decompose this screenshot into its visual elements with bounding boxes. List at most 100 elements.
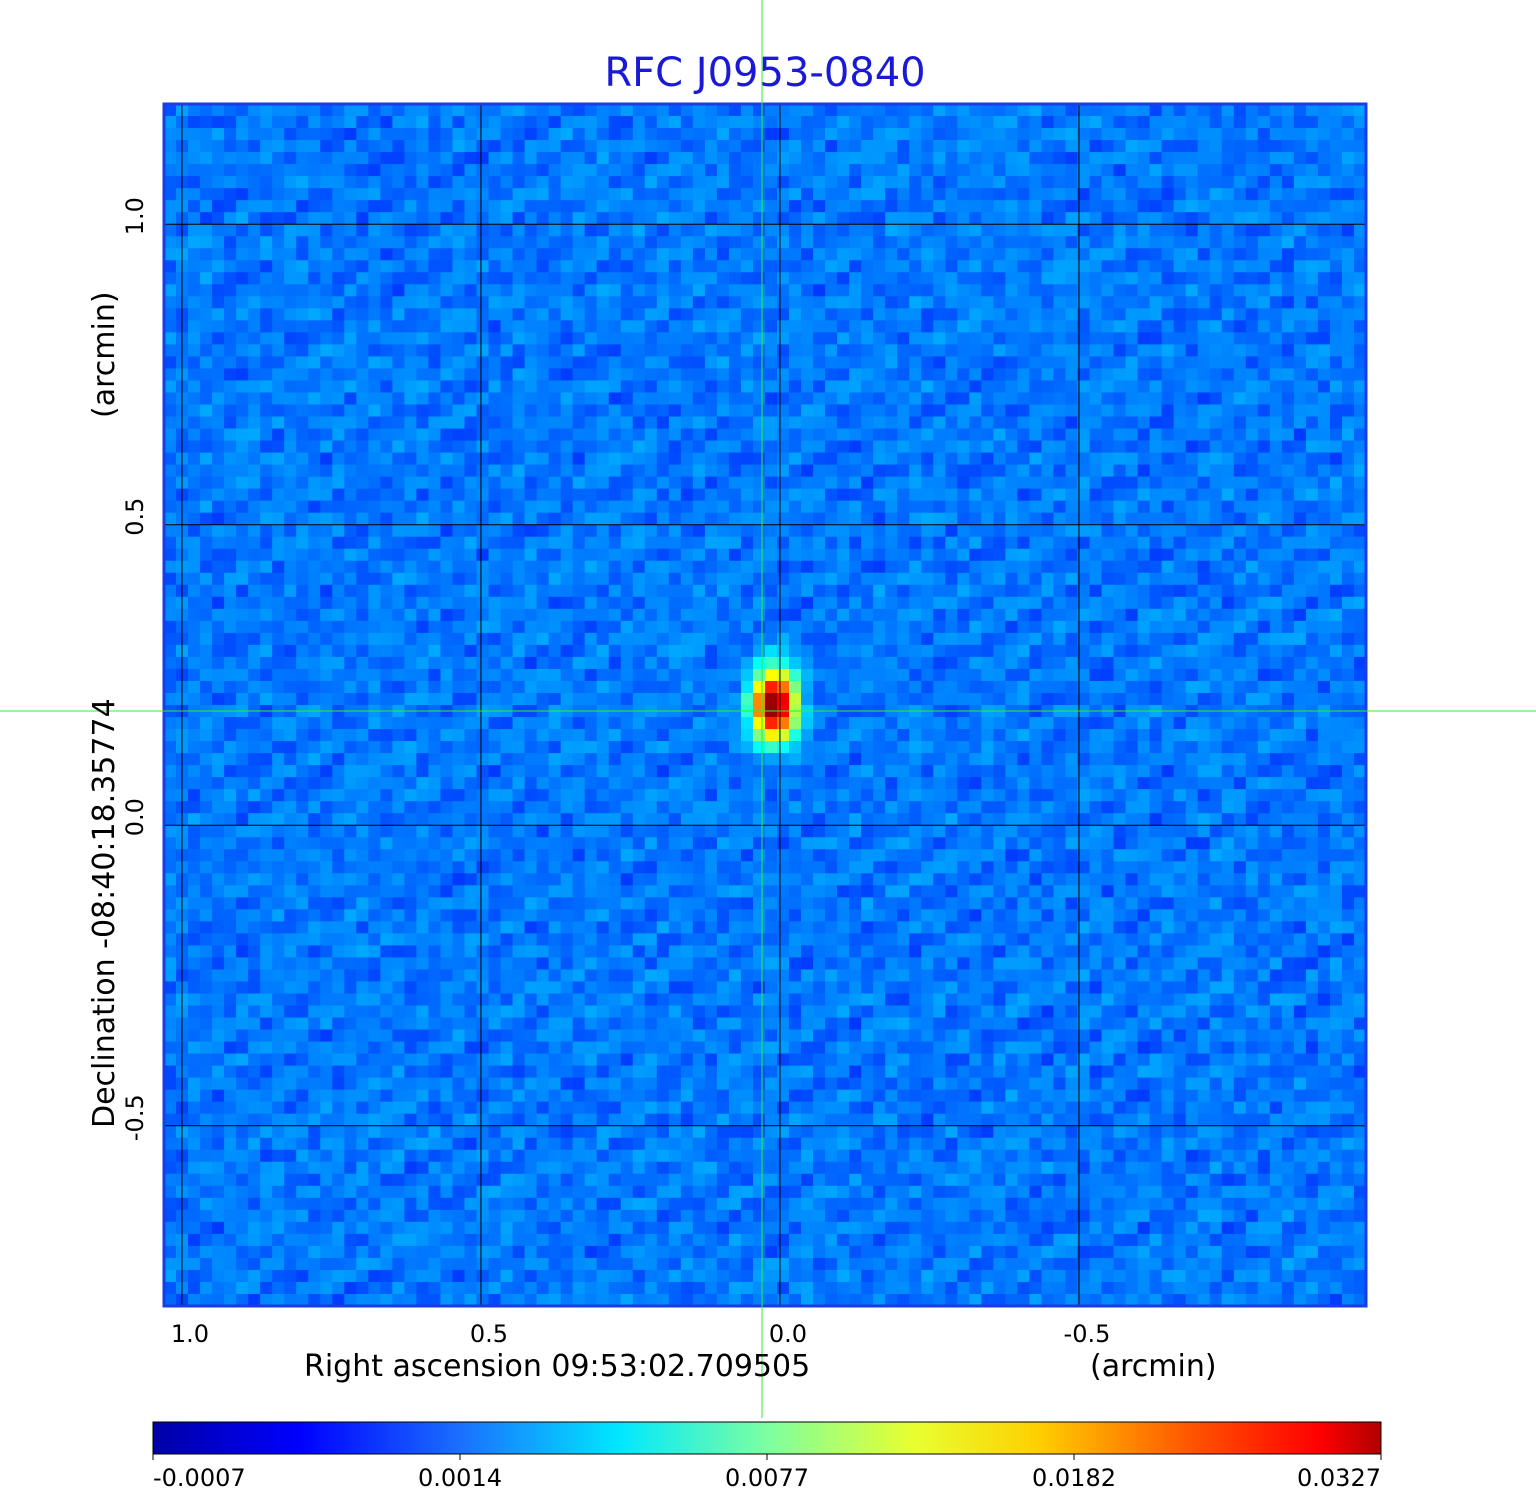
image-pixel [752,140,766,153]
image-pixel [320,260,333,273]
image-pixel [164,392,177,406]
image-pixel [752,500,766,514]
image-pixel [1221,236,1235,249]
image-pixel [476,284,490,297]
image-pixel [296,560,309,574]
image-pixel [380,632,393,646]
image-pixel [1017,200,1031,213]
image-pixel [248,608,261,622]
image-pixel [1269,188,1283,201]
image-pixel [680,128,694,141]
image-pixel [1317,104,1331,117]
image-pixel [668,464,682,478]
image-pixel [548,656,562,670]
image-pixel [356,200,369,213]
image-pixel [260,548,273,562]
image-pixel [188,128,201,141]
image-pixel [1293,380,1307,394]
image-pixel [308,404,321,418]
image-pixel [404,404,418,418]
image-pixel [909,212,922,225]
image-pixel [777,692,790,706]
image-pixel [620,212,634,225]
image-pixel [680,572,694,586]
image-pixel [1221,512,1235,526]
image-pixel [596,668,610,682]
image-pixel [1173,500,1187,514]
image-pixel [837,188,850,201]
image-pixel [897,668,910,682]
image-pixel [284,476,297,490]
image-pixel [1137,188,1151,201]
image-pixel [789,440,802,454]
image-pixel [536,260,550,273]
image-pixel [885,476,898,490]
image-pixel [308,380,321,394]
image-pixel [1161,608,1175,622]
image-pixel [1269,284,1283,297]
image-pixel [284,488,297,502]
image-pixel [1317,272,1331,285]
image-pixel [632,584,646,598]
image-pixel [885,440,898,454]
image-pixel [873,620,886,634]
image-pixel [969,164,982,177]
image-pixel [885,176,898,189]
image-pixel [608,560,622,574]
image-pixel [897,488,910,502]
image-pixel [825,164,838,177]
image-pixel [620,248,634,261]
image-pixel [308,512,321,526]
image-pixel [849,632,862,646]
image-pixel [1209,404,1223,418]
image-pixel [188,416,201,430]
image-pixel [260,164,273,177]
image-pixel [260,584,273,598]
image-pixel [524,584,538,598]
image-pixel [428,344,442,358]
image-pixel [837,368,850,382]
image-pixel [320,248,333,261]
image-pixel [260,212,273,225]
image-pixel [212,176,225,189]
image-pixel [897,284,910,297]
image-pixel [704,476,718,490]
image-pixel [632,380,646,394]
image-pixel [272,116,285,129]
image-pixel [392,128,405,141]
image-pixel [536,128,550,141]
image-pixel [668,560,682,574]
image-pixel [704,152,718,165]
image-pixel [728,260,742,273]
image-pixel [512,620,526,634]
image-pixel [1077,224,1091,237]
image-pixel [296,536,309,550]
image-pixel [933,608,946,622]
image-pixel [1329,656,1343,670]
image-pixel [813,644,826,658]
image-pixel [476,332,490,345]
image-pixel [969,656,982,670]
image-pixel [813,380,826,394]
image-pixel [1041,260,1055,273]
image-pixel [1257,392,1271,406]
image-pixel [1029,248,1043,261]
image-pixel [608,380,622,394]
image-pixel [284,116,297,129]
image-pixel [1161,428,1175,442]
image-pixel [464,524,478,538]
image-pixel [873,572,886,586]
image-pixel [392,368,405,382]
image-pixel [512,452,526,466]
image-pixel [945,452,958,466]
image-pixel [416,584,430,598]
image-pixel [1305,332,1319,345]
image-pixel [837,200,850,213]
image-pixel [212,116,225,129]
image-pixel [993,620,1006,634]
image-pixel [801,104,814,117]
image-pixel [260,296,273,309]
image-pixel [356,188,369,201]
image-pixel [656,188,670,201]
image-pixel [765,584,778,598]
